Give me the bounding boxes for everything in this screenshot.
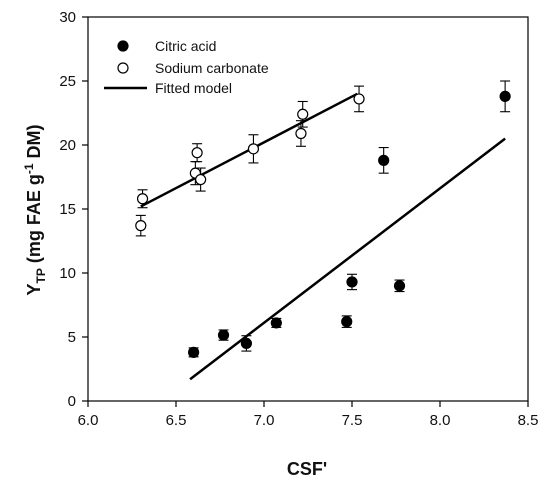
error-bars <box>135 80 511 358</box>
ticks: 6.0 6.5 7.0 7.5 8.0 8.5 0 5 10 15 20 25 30 <box>59 9 538 429</box>
point-citric-acid <box>217 329 230 341</box>
y-axis-title-unit: (mg FAE g <box>24 174 44 268</box>
y-axis-title-subscript: TP <box>34 268 48 283</box>
point-sodium-carbonate <box>353 93 365 105</box>
point-citric-acid <box>393 280 406 292</box>
x-tick-label: 6.0 <box>78 412 99 429</box>
y-axis-title: YTP (mg FAE g-1 DM) <box>22 124 48 295</box>
y-tick-label: 25 <box>59 73 76 90</box>
y-axis-title-unit-end: DM) <box>24 124 44 163</box>
x-tick-label: 8.5 <box>518 412 539 429</box>
x-tick-label: 7.0 <box>254 412 275 429</box>
point-sodium-carbonate <box>135 220 147 232</box>
point-sodium-carbonate <box>297 108 309 120</box>
legend: Citric acid Sodium carbonate Fitted mode… <box>104 38 269 96</box>
point-sodium-carbonate <box>195 173 207 186</box>
y-tick-label: 5 <box>68 329 76 346</box>
y-tick-label: 15 <box>59 201 76 218</box>
legend-marker-citric-acid <box>117 40 129 52</box>
point-sodium-carbonate <box>191 147 203 159</box>
point-citric-acid <box>188 346 200 358</box>
fitted-line-citric-acid <box>189 137 506 381</box>
point-citric-acid <box>378 154 390 166</box>
fitted-lines <box>140 92 506 381</box>
point-citric-acid <box>346 276 358 288</box>
x-tick-label: 8.0 <box>430 412 451 429</box>
y-tick-label: 20 <box>59 137 76 154</box>
plot-frame <box>87 16 529 402</box>
x-tick-label: 6.5 <box>166 412 187 429</box>
y-tick-label: 30 <box>59 9 76 26</box>
point-citric-acid <box>341 316 353 328</box>
point-sodium-carbonate <box>136 193 149 205</box>
x-axis-title: CSF' <box>287 459 327 479</box>
point-sodium-carbonate <box>247 143 260 155</box>
data-points <box>135 90 511 358</box>
legend-label-sodium-carbonate: Sodium carbonate <box>155 60 269 76</box>
axes <box>87 16 529 402</box>
y-axis-title-main: Y <box>24 284 44 296</box>
legend-label-citric-acid: Citric acid <box>155 38 216 54</box>
legend-label-fitted-model: Fitted model <box>155 80 232 96</box>
y-tick-label: 0 <box>68 393 76 410</box>
point-citric-acid <box>270 317 282 329</box>
point-sodium-carbonate <box>295 127 307 140</box>
point-citric-acid <box>499 90 511 102</box>
point-citric-acid <box>240 337 252 349</box>
y-axis-title-superscript: -1 <box>22 163 36 174</box>
x-tick-label: 7.5 <box>342 412 363 429</box>
y-tick-label: 10 <box>59 265 76 282</box>
legend-marker-sodium-carbonate <box>117 62 129 74</box>
